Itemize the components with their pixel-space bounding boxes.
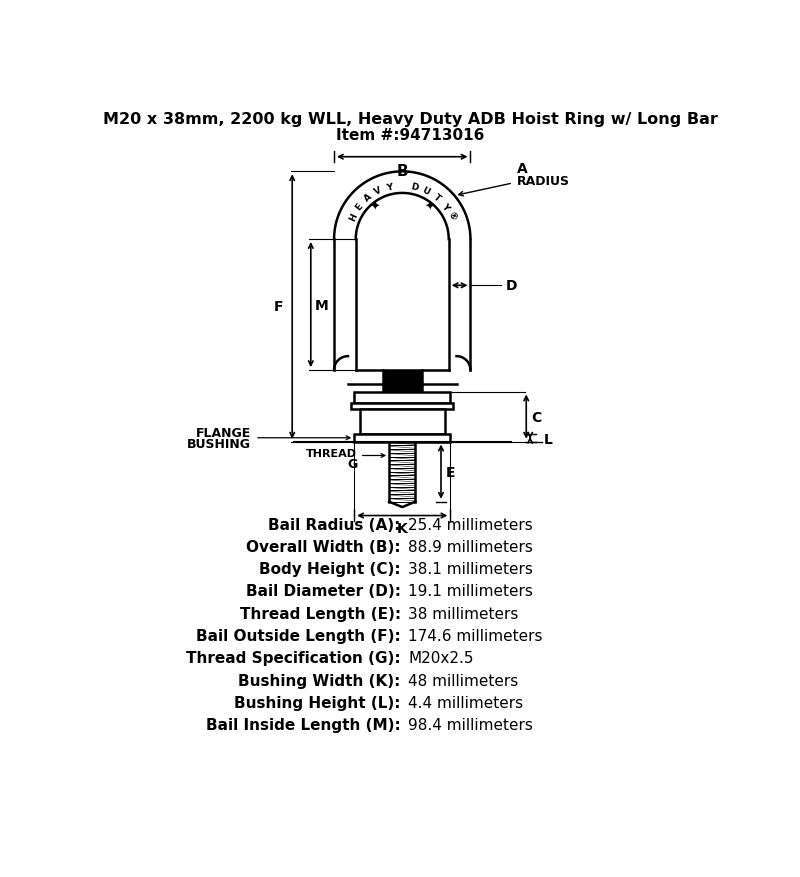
Text: U: U [421,186,431,197]
Text: 88.9 millimeters: 88.9 millimeters [409,539,534,554]
Text: Bushing Width (K):: Bushing Width (K): [238,673,401,688]
Text: Bail Diameter (D):: Bail Diameter (D): [246,584,401,599]
Text: M20x2.5: M20x2.5 [409,651,474,666]
Text: E: E [354,202,365,212]
Polygon shape [354,434,450,442]
Text: 48 millimeters: 48 millimeters [409,673,518,688]
Text: 4.4 millimeters: 4.4 millimeters [409,695,523,710]
Text: 174.6 millimeters: 174.6 millimeters [409,629,543,644]
Text: T: T [431,193,442,203]
Text: A: A [517,162,528,176]
Text: 38.1 millimeters: 38.1 millimeters [409,561,534,576]
Text: Bushing Height (L):: Bushing Height (L): [234,695,401,710]
Text: Bail Radius (A):: Bail Radius (A): [268,517,401,532]
Text: 98.4 millimeters: 98.4 millimeters [409,717,534,732]
Text: Thread Specification (G):: Thread Specification (G): [186,651,401,666]
Text: C: C [531,410,541,424]
Text: THREAD: THREAD [306,449,358,459]
Text: FLANGE: FLANGE [196,426,251,439]
Text: Item #:94713016: Item #:94713016 [336,128,484,143]
Text: V: V [374,186,383,197]
Text: Overall Width (B):: Overall Width (B): [246,539,401,554]
Text: H: H [347,211,358,223]
Text: 25.4 millimeters: 25.4 millimeters [409,517,534,532]
Polygon shape [354,392,450,403]
Text: Y: Y [386,182,394,192]
Text: L: L [544,433,553,446]
Text: ✦: ✦ [425,200,435,213]
Text: Thread Length (E):: Thread Length (E): [239,606,401,621]
Text: RADIUS: RADIUS [517,175,570,188]
Text: D: D [506,279,517,293]
Text: ®: ® [446,211,458,223]
Text: Body Height (C):: Body Height (C): [259,561,401,576]
Polygon shape [383,371,422,392]
Text: F: F [274,300,283,314]
Text: K: K [397,521,408,535]
Text: E: E [446,465,455,479]
Text: Bail Outside Length (F):: Bail Outside Length (F): [196,629,401,644]
Polygon shape [351,403,454,410]
Text: M20 x 38mm, 2200 kg WLL, Heavy Duty ADB Hoist Ring w/ Long Bar: M20 x 38mm, 2200 kg WLL, Heavy Duty ADB … [102,111,718,126]
Text: Bail Inside Length (M):: Bail Inside Length (M): [206,717,401,732]
Text: G: G [347,457,358,470]
Text: B: B [397,164,408,179]
Text: Y: Y [439,202,450,212]
Text: 38 millimeters: 38 millimeters [409,606,519,621]
Polygon shape [360,410,445,434]
Text: D: D [410,182,419,193]
Text: BUSHING: BUSHING [187,438,251,451]
Text: A: A [362,192,374,203]
Text: ✦: ✦ [369,200,380,213]
Text: M: M [314,298,329,312]
Text: 19.1 millimeters: 19.1 millimeters [409,584,534,599]
